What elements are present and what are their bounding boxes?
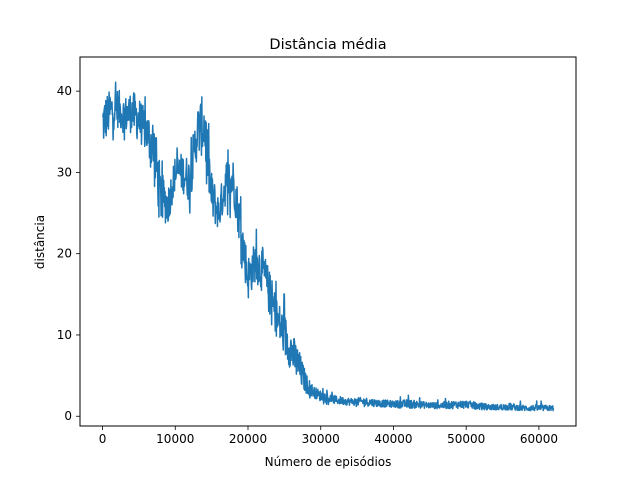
- x-tick-label: 60000: [520, 432, 558, 446]
- y-tick-label: 10: [57, 328, 72, 342]
- series-layer: [101, 81, 555, 412]
- y-axis-ticks: 0 10 20 30 40: [57, 84, 80, 423]
- chart-title: Distância média: [269, 37, 386, 53]
- axes-frame: [79, 56, 577, 427]
- plot-area: [79, 56, 577, 427]
- x-tick-label: 0: [99, 432, 107, 446]
- x-tick-label: 10000: [156, 432, 194, 446]
- x-tick-label: 20000: [229, 432, 267, 446]
- x-tick-label: 30000: [302, 432, 340, 446]
- y-tick-label: 40: [57, 84, 72, 98]
- y-tick-label: 20: [57, 247, 72, 261]
- x-tick-label: 50000: [447, 432, 485, 446]
- y-tick-label: 0: [64, 409, 72, 423]
- y-axis-label: distância: [33, 215, 47, 269]
- x-axis-label: Número de episódios: [265, 455, 392, 469]
- x-axis-ticks: 0 10000 20000 30000 40000 50000 60000: [99, 426, 558, 446]
- series-line: [101, 81, 555, 412]
- x-tick-label: 40000: [374, 432, 412, 446]
- y-tick-label: 30: [57, 165, 72, 179]
